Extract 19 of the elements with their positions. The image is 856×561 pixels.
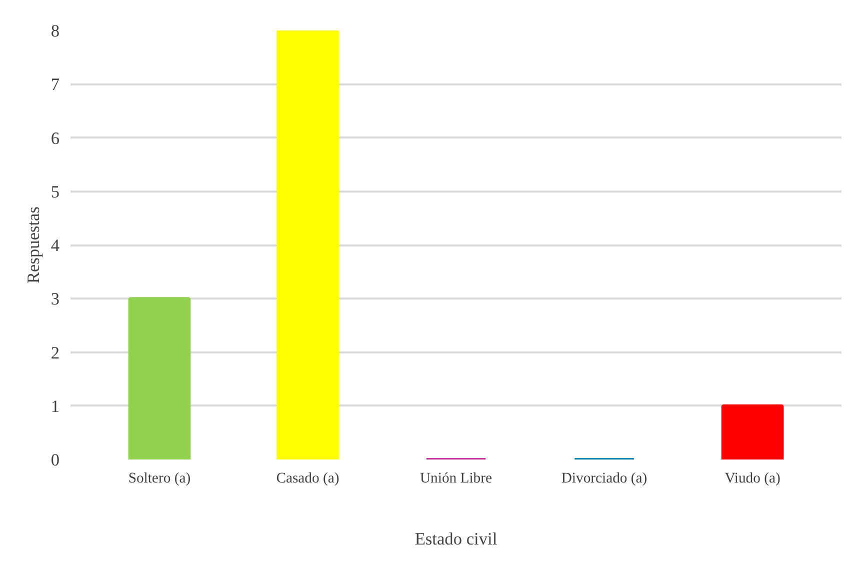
x-tick-label: Divorciado (a) [561,470,648,486]
y-tick-label: 8 [50,22,60,40]
x-tick-label: Casado (a) [276,470,340,486]
y-tick-label: 5 [50,182,60,202]
y-tick-label: 0 [50,450,60,470]
y-tick-label: 3 [50,290,60,309]
y-tick-label: 1 [50,396,60,416]
x-tick-label: Soltero (a) [128,470,191,486]
x-axis-title: Estado civil [414,530,498,548]
y-tick-label: 2 [50,343,60,362]
y-tick-label: 7 [50,75,60,94]
y-tick-label: 4 [50,236,60,255]
x-tick-label: Unión Libre [420,470,492,486]
y-axis-title: Respuestas [24,206,43,284]
x-tick-label: Viudo (a) [724,470,781,486]
y-tick-label: 6 [50,128,60,148]
bar [276,30,339,460]
bar [128,297,191,460]
bar [721,404,784,460]
